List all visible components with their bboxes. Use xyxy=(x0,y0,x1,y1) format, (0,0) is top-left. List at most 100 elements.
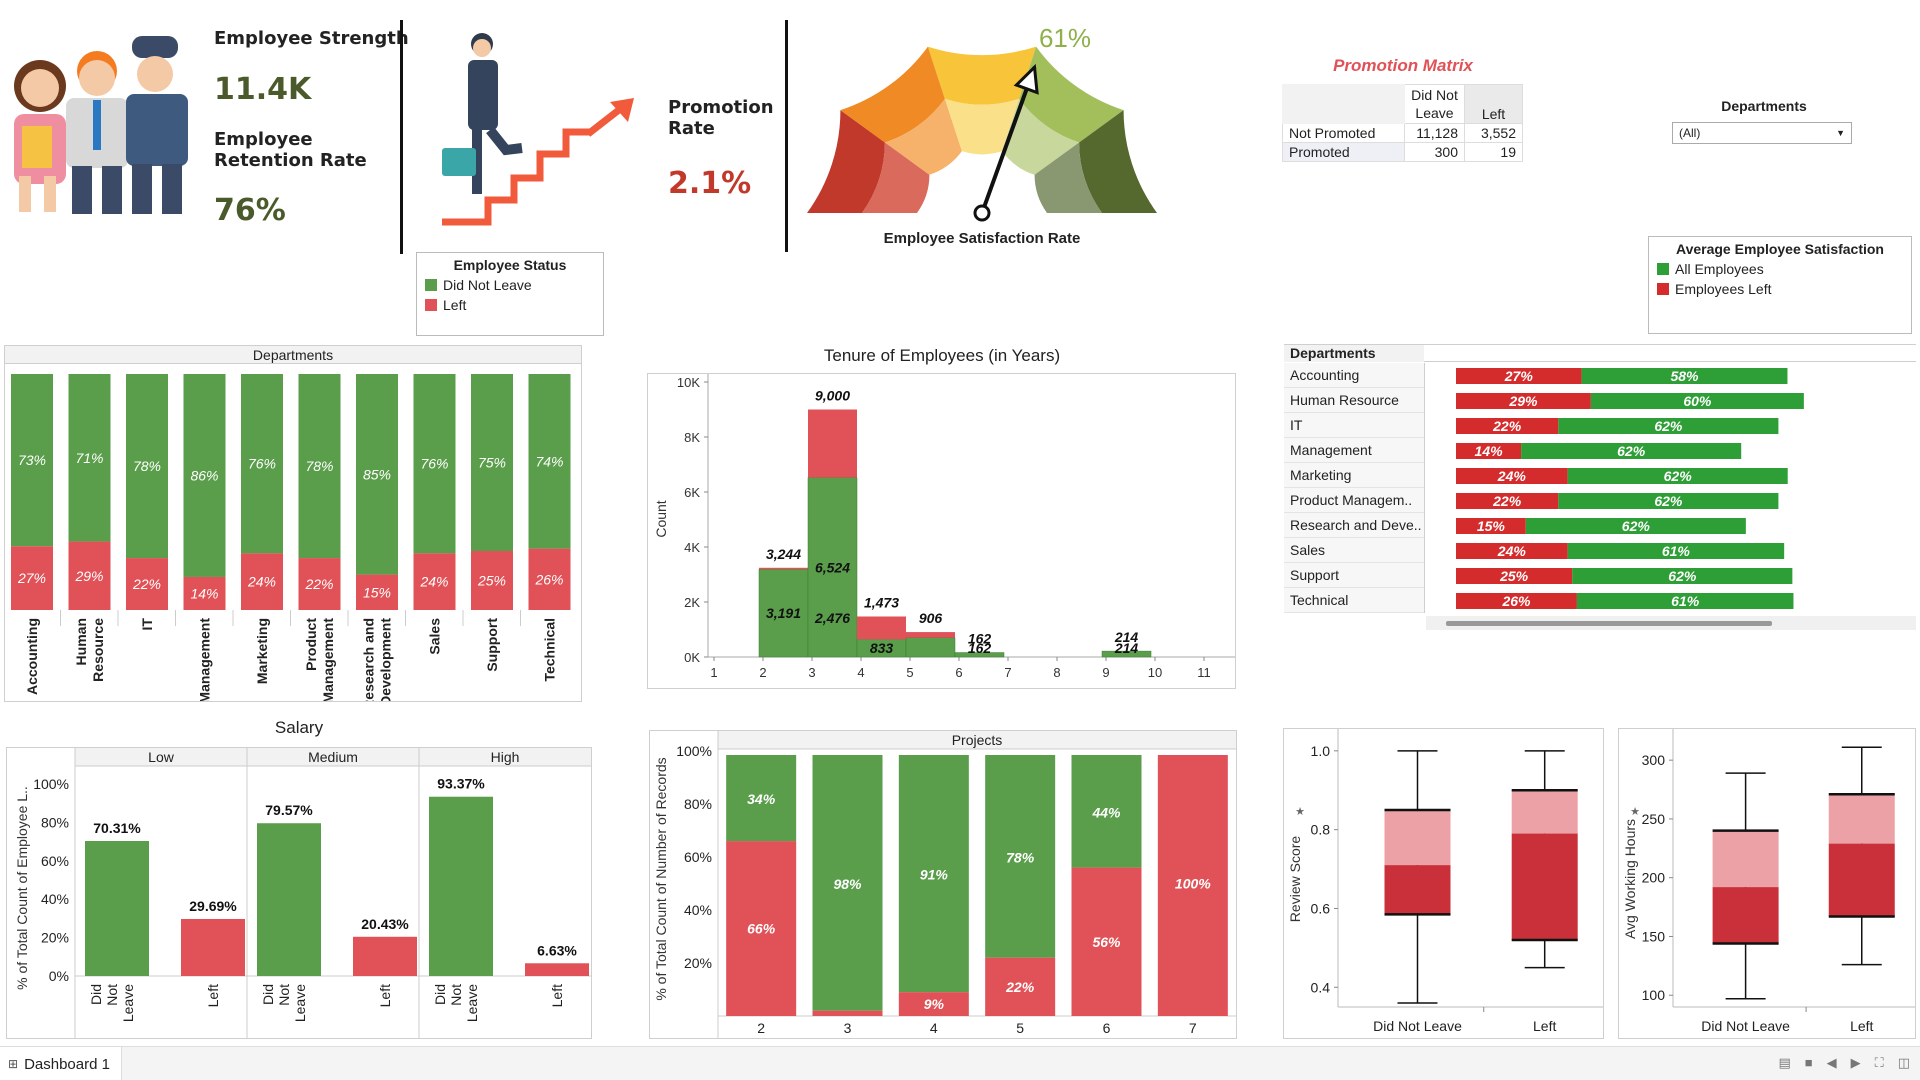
dept-bar-left xyxy=(356,574,398,610)
dept-bar-left xyxy=(298,558,341,610)
dept-axis-label: Sales xyxy=(427,618,443,655)
box-upper xyxy=(1384,809,1451,866)
dept-filter-select[interactable]: (All) ▼ xyxy=(1672,122,1852,144)
prev-icon[interactable]: ◀ xyxy=(1826,1055,1837,1070)
gauge-band-inner xyxy=(862,142,930,213)
tenure-chart: 0K 2K 4K 6K 8K 10K Count 1 2 3 4 5 6 7 8 9 10 11 3,244 3,19… xyxy=(647,373,1236,689)
legend-item-stayed[interactable]: Did Not Leave xyxy=(425,275,595,295)
pm-row-label: Not Promoted xyxy=(1282,123,1405,143)
gauge-band-outer xyxy=(840,46,945,143)
salary-x-label: Left xyxy=(549,984,565,1007)
dept-sat-bar-all xyxy=(1576,593,1794,609)
projects-left-label: 9% xyxy=(924,996,945,1012)
pm-corner xyxy=(1282,84,1405,124)
legend-swatch xyxy=(425,279,437,291)
salary-x-label: Did xyxy=(88,984,104,1005)
salary-stayed-label: 70.31% xyxy=(93,820,141,836)
dept-sat-left-label: 27% xyxy=(1504,368,1534,384)
gauge-title: Employee Satisfaction Rate xyxy=(884,230,1081,247)
projects-bar-stayed xyxy=(812,755,883,1011)
dept-status-header: Departments xyxy=(5,346,581,364)
dept-filter-title: Departments xyxy=(1721,98,1807,114)
box-upper xyxy=(1712,830,1779,888)
gauge-pivot xyxy=(973,204,991,222)
dept-sat-header-label: Departments xyxy=(1284,345,1424,362)
legend-item-left-emp[interactable]: Employees Left xyxy=(1657,279,1903,299)
tenure-bar-left xyxy=(759,567,808,570)
dept-stayed-label: 78% xyxy=(133,458,161,474)
dept-left-label: 27% xyxy=(17,570,46,586)
salary-y-tick: 20% xyxy=(41,930,69,946)
tab-dashboard-1[interactable]: ⊞ Dashboard 1 xyxy=(0,1047,122,1080)
dept-stayed-label: 78% xyxy=(305,458,333,474)
legend-item-all[interactable]: All Employees xyxy=(1657,259,1903,279)
dept-sat-row-label: IT xyxy=(1284,413,1424,438)
tenure-y-tick: 2K xyxy=(684,595,700,610)
fullscreen-icon[interactable]: ⛶ xyxy=(1874,1055,1884,1070)
salary-x-label: Did xyxy=(432,984,448,1005)
tenure-total-label: 162 xyxy=(968,631,992,647)
next-icon[interactable]: ▶ xyxy=(1850,1055,1861,1070)
box-lower xyxy=(1384,865,1451,915)
projects-y-tick: 20% xyxy=(684,955,712,971)
retention-label-line1: Employee xyxy=(214,129,313,150)
dept-axis-label: Accounting xyxy=(24,618,40,695)
dept-sat-all-label: 62% xyxy=(1654,493,1683,509)
dept-axis-label: Resource xyxy=(90,618,106,682)
pin-icon: ★ xyxy=(1295,806,1305,818)
dept-sat-all-label: 61% xyxy=(1662,543,1691,559)
legend-label: All Employees xyxy=(1675,261,1764,277)
projects-x-tick: 3 xyxy=(844,1020,852,1036)
scrollbar-thumb[interactable] xyxy=(1446,621,1772,626)
dept-sat-bar-left xyxy=(1456,518,1526,534)
gauge-band-outer xyxy=(807,110,885,213)
dept-sat-all-label: 62% xyxy=(1654,418,1683,434)
projects-y-tick: 100% xyxy=(676,743,712,759)
dept-status-chart: Departments 73% 27% Accounting 71% 29% Human R… xyxy=(4,345,582,710)
dept-left-label: 25% xyxy=(477,573,506,589)
dept-sat-row-label: Support xyxy=(1284,563,1424,588)
dept-sat-row-label: Accounting xyxy=(1284,363,1424,388)
dept-stayed-label: 76% xyxy=(248,456,276,472)
dept-bar-left xyxy=(241,553,283,610)
projects-y-tick: 60% xyxy=(684,849,712,865)
salary-header-bg xyxy=(75,748,591,766)
tenure-left-label: 833 xyxy=(870,640,894,656)
salary-bar-stayed xyxy=(429,796,493,976)
salary-x-label: Leave xyxy=(464,984,480,1022)
salary-left-label: 6.63% xyxy=(537,942,577,958)
grid-icon: ⊞ xyxy=(8,1057,19,1071)
box-y-tick: 0.6 xyxy=(1311,900,1331,916)
gauge-band-inner xyxy=(944,98,1020,155)
legend-label: Did Not Leave xyxy=(443,277,532,293)
projects-bar-left xyxy=(985,957,1056,1016)
dept-sat-left-label: 22% xyxy=(1492,418,1522,434)
tenure-x-tick: 5 xyxy=(906,665,913,680)
grid-view-icon[interactable]: ■ xyxy=(1804,1055,1813,1070)
tenure-stayed-label: 214 xyxy=(1114,640,1139,656)
legend-swatch xyxy=(425,299,437,311)
dept-sat-row-label: Management xyxy=(1284,438,1424,463)
dept-sat-bar-left xyxy=(1456,568,1573,584)
divider-2 xyxy=(785,20,788,252)
pm-row-label: Promoted xyxy=(1282,142,1405,162)
salary-bar-stayed xyxy=(257,823,321,976)
tenure-x-tick: 9 xyxy=(1102,665,1109,680)
horizontal-scrollbar[interactable] xyxy=(1426,616,1916,630)
chevron-down-icon[interactable]: ▼ xyxy=(1836,128,1845,138)
dept-axis-label: Development xyxy=(378,618,394,701)
dept-bar-left xyxy=(471,551,513,610)
dept-satisfaction-chart: Departments Accounting Human Resource IT Ma… xyxy=(1284,344,1916,634)
projects-header-bg xyxy=(718,731,1236,749)
dept-axis-label: IT xyxy=(139,618,155,631)
dept-axis-label: Research and xyxy=(361,618,377,701)
presentation-icon[interactable]: ◫ xyxy=(1897,1055,1910,1070)
projects-bar-left xyxy=(726,841,797,1016)
dept-axis-label: Management xyxy=(197,618,213,701)
dept-left-label: 22% xyxy=(132,576,161,592)
box-y-tick: 300 xyxy=(1642,752,1666,768)
list-view-icon[interactable]: ▤ xyxy=(1778,1055,1791,1070)
salary-group-label: Medium xyxy=(308,749,358,765)
dept-bar-left xyxy=(413,553,456,610)
legend-item-left[interactable]: Left xyxy=(425,295,595,315)
